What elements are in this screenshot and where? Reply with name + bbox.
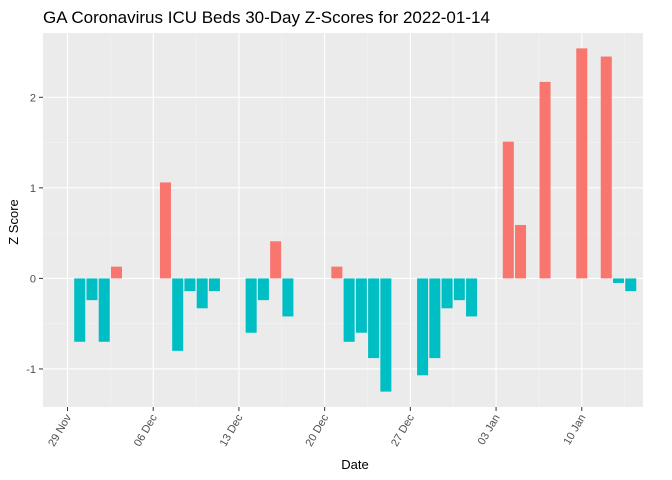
y-axis-title: Z Score — [6, 199, 21, 245]
bar — [343, 278, 355, 342]
plot-panel — [43, 33, 643, 407]
bar — [355, 278, 367, 333]
x-tick-label: 06 Dec — [132, 412, 160, 449]
bar — [600, 56, 612, 279]
x-tick-label: 27 Dec — [389, 412, 417, 449]
bar — [110, 266, 122, 279]
bar — [245, 278, 257, 333]
x-tick-label: 20 Dec — [303, 412, 331, 449]
bar — [380, 278, 392, 392]
bar — [208, 278, 220, 292]
bar — [257, 278, 269, 301]
x-axis-title: Date — [341, 457, 368, 472]
bar — [172, 278, 184, 351]
bar — [466, 278, 478, 317]
y-tick-label: -1 — [26, 364, 36, 376]
bar — [613, 278, 625, 283]
bar — [539, 81, 551, 279]
bar — [576, 48, 588, 279]
bar — [98, 278, 110, 342]
chart-title: GA Coronavirus ICU Beds 30-Day Z-Scores … — [43, 8, 490, 27]
bar — [502, 141, 514, 279]
bar — [515, 224, 527, 279]
y-tick-label: 1 — [30, 183, 36, 195]
bar — [270, 241, 282, 279]
y-tick-label: 2 — [30, 92, 36, 104]
x-axis: 29 Nov 06 Dec 13 Dec 20 Dec 27 Dec 03 Jan 10 J… — [46, 407, 588, 449]
x-tick-label: 29 Nov — [46, 412, 74, 449]
bar — [453, 278, 465, 301]
y-axis: -1 0 1 2 — [26, 92, 43, 376]
bar — [417, 278, 429, 376]
x-tick-label: 13 Dec — [218, 412, 246, 449]
bar — [625, 278, 637, 292]
bar — [429, 278, 441, 359]
x-tick-label: 10 Jan — [561, 413, 588, 448]
x-tick-label: 03 Jan — [476, 413, 503, 448]
bar — [159, 182, 171, 279]
bar — [196, 278, 208, 309]
bar — [368, 278, 380, 359]
bar — [74, 278, 86, 342]
panel-background — [43, 33, 643, 407]
bar — [86, 278, 98, 301]
y-tick-label: 0 — [30, 273, 36, 285]
bar — [331, 266, 343, 279]
bar — [184, 278, 196, 292]
bar — [282, 278, 294, 317]
bar — [441, 278, 453, 309]
